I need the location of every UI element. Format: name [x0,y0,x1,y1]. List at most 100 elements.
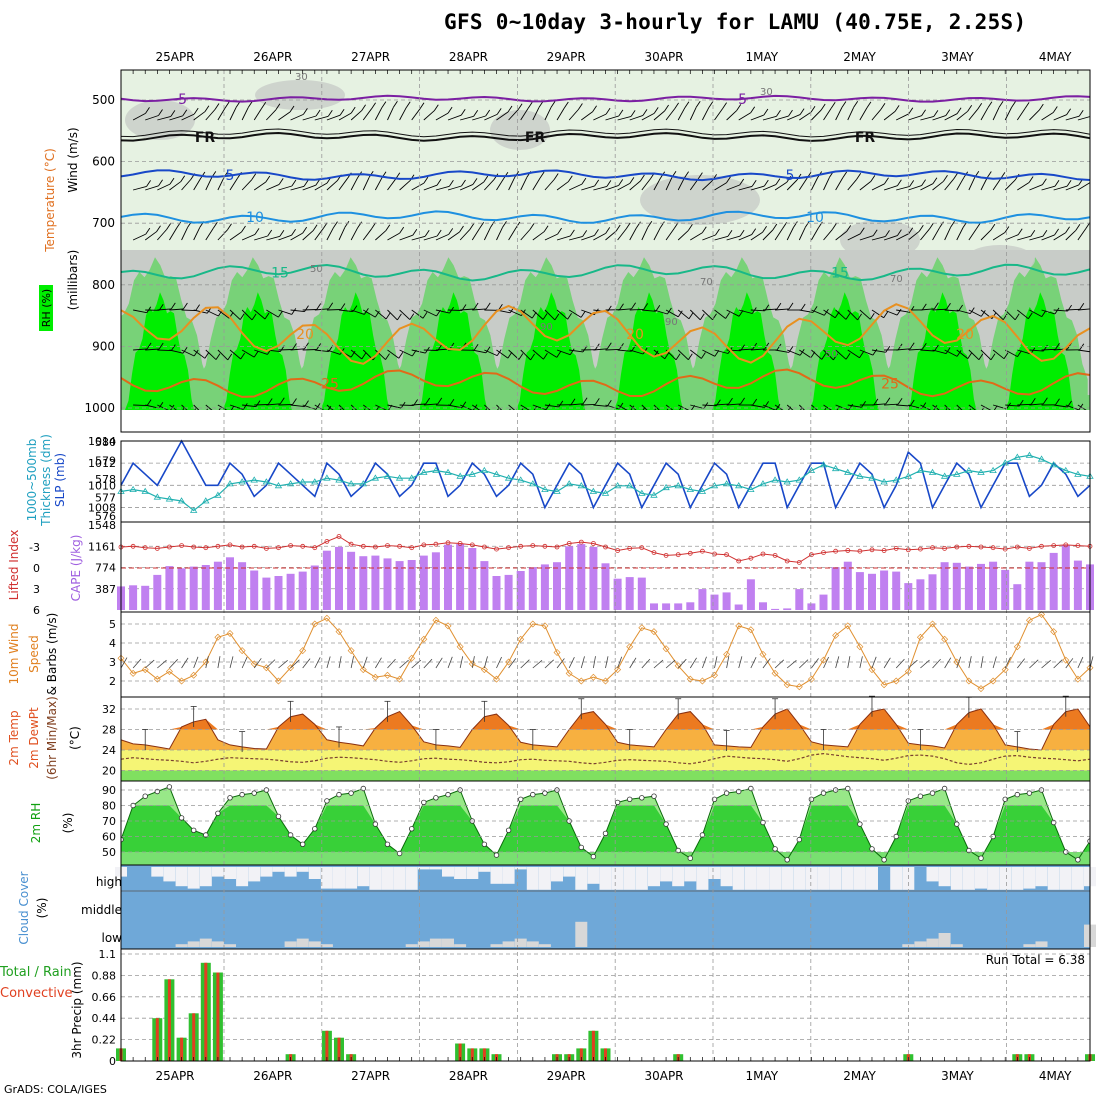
rh-band-90 [1005,292,1076,415]
wind-barb [811,109,822,121]
wind-barb-flag [302,226,308,234]
cape-bar [674,603,683,610]
wind-barb [387,404,402,409]
cloud-high-bar [236,867,249,887]
wind-speed-point [1013,643,1021,651]
cape-bar [274,576,283,610]
wind-barb-flag [399,226,405,234]
wind-barb-flag [227,223,232,231]
cloud-low-bar [308,941,321,947]
thickness-point [795,476,804,483]
wind-barb [774,181,788,191]
wind-barb [544,404,559,408]
isotherm-label: 20 [296,327,314,343]
wind-barb-flag [751,228,757,235]
wind-barb [968,108,979,121]
wind-barb [266,235,281,241]
li-line [120,535,1091,563]
wind-barb-flag [1024,102,1030,109]
wind-barb [132,233,146,241]
wind-speed-point [868,666,876,674]
wind-barb [302,309,317,311]
rh-point [929,790,936,796]
li-tick-label: 3 [33,583,40,596]
day-label-bottom: 26APR [253,1069,292,1083]
wind-speed-point [820,656,828,664]
cloud-low-bar [417,941,430,947]
wind-barb-flag [350,350,356,358]
surface-wind-barb [1017,658,1026,669]
wind-barb-flag [629,177,635,184]
cape-bar [795,589,804,610]
thickness-point [783,478,791,485]
wind-speed-point [311,620,319,628]
wind-barb-flag [436,229,442,237]
wind-barb-flag [304,305,309,312]
surface-wind-barb [629,657,637,669]
cloud-high-bar [381,867,394,890]
surface-wind-barb [471,656,475,669]
wind-barb-flag [1079,303,1085,310]
temp-tick-label: 24 [102,744,116,757]
surface-wind-barb [823,656,829,669]
cape-bar [250,570,259,610]
wind-barb [508,309,522,317]
wind-speed-point [1050,628,1058,636]
wind-barb [568,109,579,121]
wind-barb [374,107,383,121]
wind-barb [363,309,376,318]
wind-barb [181,309,196,312]
cloud-high-bar [769,867,782,890]
cape-bar [201,565,210,610]
surface-wind-barb [689,657,697,669]
panel-frame [120,948,1091,1062]
thickness-point [129,485,137,493]
wind-barb [423,349,438,351]
wind-barb-flag [502,221,507,228]
wind-barb-flag [449,180,454,187]
wind-barb [871,403,886,406]
wind-barb [665,177,673,191]
wind-barb [278,349,293,351]
cloud-low-bar [211,941,224,947]
wind-barb-flag [980,310,986,317]
rh-contour-label: 70 [890,274,903,285]
wind-barb [520,349,531,361]
wind-barb [326,180,338,191]
cape-bar [940,562,949,610]
wind-barb-flag [1075,224,1081,231]
wind-barb [762,115,777,121]
thickness-point [940,472,949,479]
cloud-low-bar [490,944,503,947]
cloud-high-bar [623,867,636,890]
rh-band-90 [907,292,978,415]
wind-barb-flag [156,225,161,232]
wind-barb [932,180,944,191]
cape-bar [734,604,743,610]
li-point [348,541,354,547]
wind-barb [399,180,411,191]
wind-speed-point [553,649,561,656]
precip-tick-label: 0.44 [92,1012,117,1025]
cloud-low-bar [454,944,467,947]
li-point [445,540,451,546]
wind-barb [387,107,394,121]
temp-line [121,708,1090,751]
wind-barb-flag [990,353,996,361]
cloud-high-bar [345,867,358,889]
li-point [700,548,705,554]
wind-barb-flag [872,348,878,356]
thickness-point [722,480,731,487]
thickness-tick-label: 579 [95,455,116,468]
surface-wind-barb [132,658,142,669]
wind-barb-flag [212,221,218,229]
wind-barb-flag [647,221,653,228]
cloud-high-bar [1035,867,1048,887]
cloud-low-bar [429,938,442,947]
thickness-point [638,489,646,496]
cloud-high-bar [296,867,309,872]
slp-tick-label: 1010 [88,479,116,492]
rh-point [784,857,790,863]
cloud-high-bar [1059,867,1072,890]
wind-barb [532,231,545,241]
